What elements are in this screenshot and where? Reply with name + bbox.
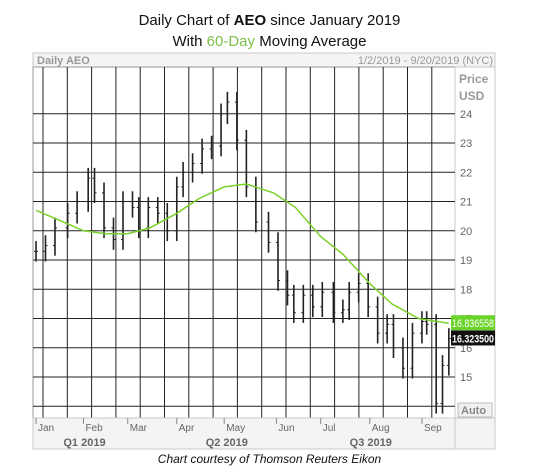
y-axis-title-price: Price — [459, 72, 489, 86]
quarter-label: Q3 2019 — [350, 437, 392, 449]
subtitle-highlight: 60-Day — [206, 33, 256, 50]
title-ticker: AEO — [233, 12, 267, 29]
title-suffix: since January 2019 — [266, 12, 401, 29]
month-label: Sep — [424, 423, 442, 434]
subtitle-prefix: With — [172, 33, 207, 50]
time-axis-panel — [32, 417, 456, 450]
y-tick-label: 19 — [460, 255, 472, 267]
chart-title-line1: Daily Chart of AEO since January 2019 — [0, 12, 539, 29]
y-tick-label: 16 — [460, 343, 472, 355]
y-tick-label: 24 — [460, 109, 472, 121]
price-axis-panel — [454, 66, 496, 419]
y-tick-label: 18 — [460, 284, 472, 296]
date-range: 1/2/2019 - 9/20/2019 (NYC) — [358, 55, 493, 67]
chart-title-line2: With 60-Day Moving Average — [0, 33, 539, 50]
month-label: Jan — [38, 423, 54, 434]
month-label: Feb — [85, 423, 103, 434]
last-price-label: 16.323500 — [452, 333, 494, 345]
ma-price-label-bg — [451, 315, 495, 331]
y-tick-label: 15 — [460, 372, 472, 384]
month-label: Aug — [372, 423, 390, 434]
auto-button-label: Auto — [461, 405, 486, 417]
moving-average-line — [35, 183, 449, 324]
y-tick-label: 21 — [460, 197, 472, 209]
subtitle-suffix: Moving Average — [255, 33, 367, 50]
title-prefix: Daily Chart of — [138, 12, 234, 29]
auto-button — [457, 402, 493, 418]
y-tick-label: 20 — [460, 226, 472, 238]
month-label: May — [226, 423, 245, 434]
quarter-label: Q2 2019 — [206, 437, 248, 449]
chart-credit: Chart courtesy of Thomson Reuters Eikon — [157, 452, 382, 466]
month-label: Jun — [278, 423, 294, 434]
y-tick-label: 23 — [460, 138, 472, 150]
y-axis-title-usd: USD — [459, 89, 485, 103]
quarter-label: Q1 2019 — [63, 437, 105, 449]
last-price-label-bg — [451, 330, 495, 346]
month-label: Apr — [179, 423, 195, 434]
ma-price-label: 16.836558 — [452, 318, 494, 330]
panel-label: Daily AEO — [37, 55, 90, 67]
axis-corner — [454, 417, 496, 450]
month-label: Mar — [130, 423, 148, 434]
plot-area — [32, 66, 456, 419]
y-tick-label: 22 — [460, 167, 472, 179]
month-label: Jul — [323, 423, 336, 434]
